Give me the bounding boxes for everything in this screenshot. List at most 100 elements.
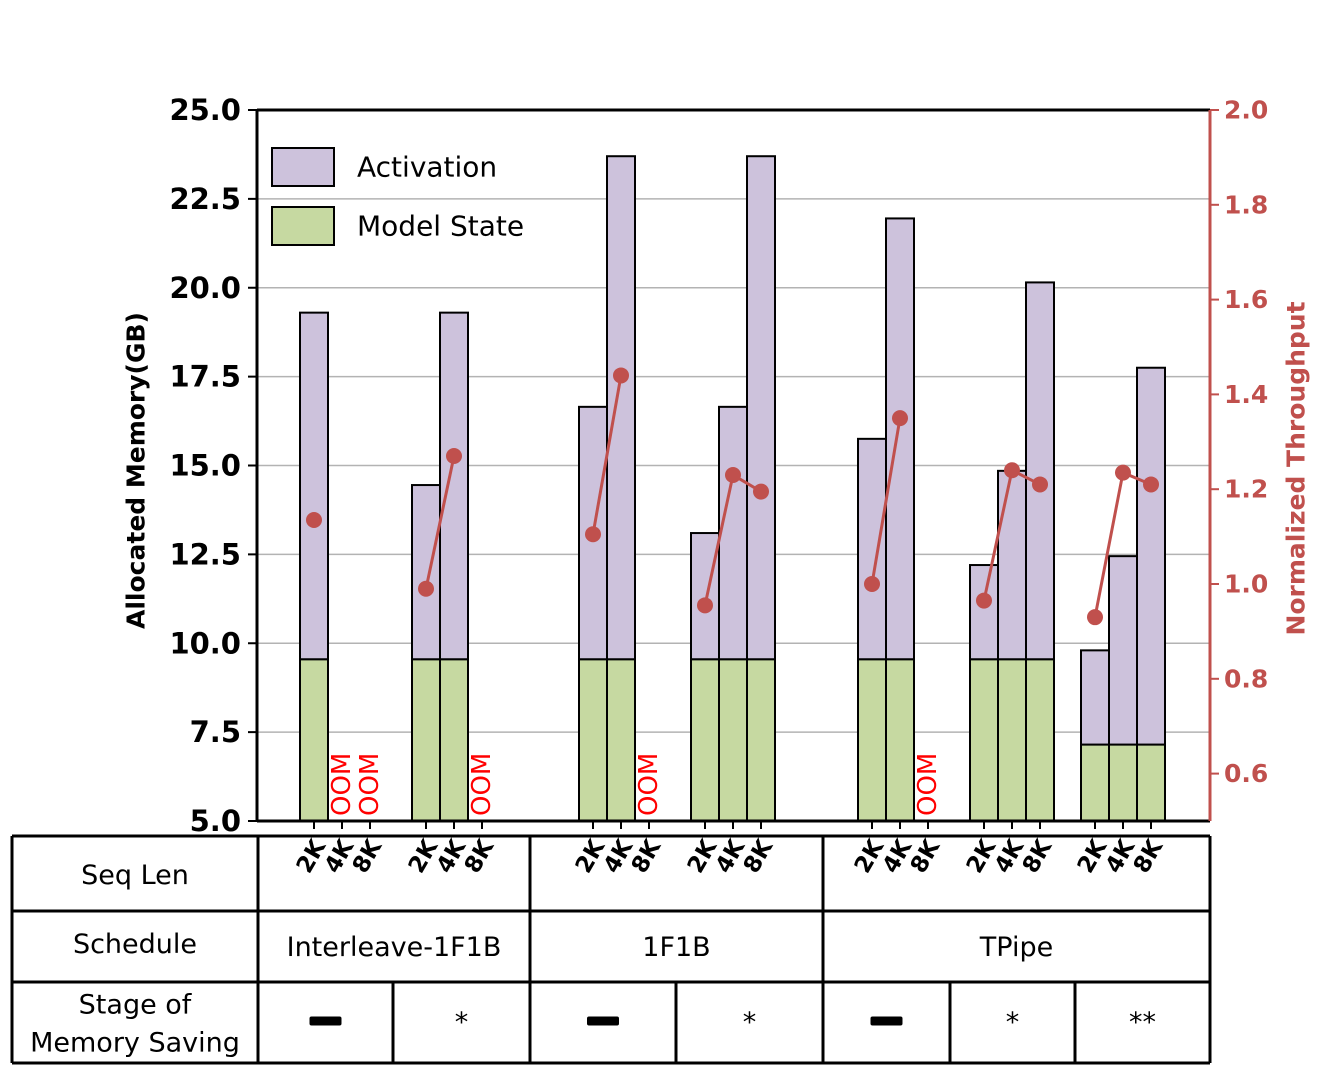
throughput-line — [591, 375, 623, 535]
activation-bar — [1136, 366, 1166, 746]
left-tick-label: 7.5 — [190, 715, 241, 749]
throughput-line — [870, 417, 902, 585]
throughput-line — [424, 455, 456, 590]
left-tick-label: 22.5 — [169, 182, 241, 216]
model-state-bar — [299, 658, 329, 822]
left-tick-label: 5.0 — [190, 804, 241, 838]
seq-len-label: 8K — [348, 834, 388, 877]
model-state-bar — [885, 658, 915, 822]
stage-label: ** — [1129, 1007, 1156, 1038]
right-tick-label: 0.6 — [1224, 759, 1268, 788]
left-tick-label: 12.5 — [169, 537, 241, 571]
activation-bar — [746, 155, 776, 661]
throughput-point — [1115, 464, 1131, 481]
throughput-point — [1143, 476, 1159, 493]
left-tick-label: 20.0 — [169, 271, 241, 305]
model-state-bar — [439, 658, 469, 822]
model-state-bar — [718, 658, 748, 822]
model-state-bar — [1080, 743, 1110, 823]
activation-bar — [606, 155, 636, 661]
throughput-point — [585, 526, 601, 543]
right-tick-label: 1.2 — [1224, 475, 1268, 504]
throughput-point — [753, 483, 769, 500]
right-tick-label: 1.8 — [1224, 190, 1268, 219]
stage-dash — [309, 1016, 342, 1026]
activation-bar — [718, 405, 748, 661]
seq-len-label: 8K — [1018, 834, 1058, 877]
oom-label: OOM — [327, 753, 357, 816]
oom-label: OOM — [355, 753, 385, 816]
activation-bar — [690, 532, 720, 661]
model-state-bar — [1108, 743, 1138, 823]
throughput-point — [418, 580, 434, 597]
legend: Activation Model State — [271, 147, 524, 246]
model-state-bar — [969, 658, 999, 822]
left-tick-label: 17.5 — [169, 360, 241, 394]
row-label-schedule: Schedule — [73, 929, 197, 960]
throughput-point — [892, 410, 908, 427]
left-tick-label: 15.0 — [169, 449, 241, 483]
throughput-point — [725, 466, 741, 483]
activation-bar — [969, 564, 999, 661]
legend-label: Model State — [357, 210, 524, 243]
model-state-bar — [746, 658, 776, 822]
throughput-point — [306, 512, 322, 529]
throughput-point — [1004, 462, 1020, 479]
schedule-label: 1F1B — [642, 932, 710, 963]
seq-len-label: 8K — [1129, 834, 1169, 877]
stage-label: * — [455, 1007, 469, 1038]
right-axis-title: Normalized Throughput — [1282, 301, 1311, 635]
throughput-point — [613, 367, 629, 384]
right-tick-label: 1.0 — [1224, 570, 1268, 599]
seq-len-label: 8K — [739, 834, 779, 877]
seq-len-label: 8K — [627, 834, 667, 877]
model-state-bar — [1025, 658, 1055, 822]
left-tick-label: 10.0 — [169, 626, 241, 660]
oom-label: OOM — [467, 753, 497, 816]
throughput-point — [1032, 476, 1048, 493]
oom-label: OOM — [913, 753, 943, 816]
schedule-label: Interleave-1F1B — [287, 932, 502, 963]
throughput-point — [976, 592, 992, 609]
seq-len-label: 8K — [906, 834, 946, 877]
row-label-seq-len: Seq Len — [81, 860, 189, 891]
activation-bar — [1108, 555, 1138, 746]
activation-bar — [439, 311, 469, 661]
schedule-label: TPipe — [979, 932, 1053, 963]
throughput-point — [864, 576, 880, 592]
model-state-bar — [578, 658, 608, 822]
seq-len-label: 8K — [460, 834, 500, 877]
throughput-point — [697, 597, 713, 614]
activation-bar — [299, 311, 329, 661]
stage-label: * — [1006, 1007, 1020, 1038]
legend-swatch — [271, 206, 335, 246]
right-tick-label: 1.4 — [1224, 380, 1268, 409]
legend-label: Activation — [357, 151, 497, 184]
throughput-point — [1087, 609, 1103, 626]
model-state-bar — [411, 658, 441, 822]
throughput-lines — [306, 367, 1159, 626]
left-tick-label: 25.0 — [169, 93, 241, 127]
row-label-stage-line1: Stage of — [79, 990, 193, 1021]
model-state-bar — [997, 658, 1027, 822]
legend-swatch — [271, 147, 335, 187]
right-tick-label: 0.8 — [1224, 664, 1268, 693]
activation-bar — [1025, 281, 1055, 661]
model-state-bar — [857, 658, 887, 822]
row-label-stage-line2: Memory Saving — [30, 1028, 240, 1059]
model-state-bar — [690, 658, 720, 822]
right-tick-label: 2.0 — [1224, 96, 1268, 125]
activation-bar — [885, 217, 915, 661]
throughput-point — [446, 448, 462, 465]
oom-label: OOM — [634, 753, 664, 816]
activation-bar — [1080, 649, 1110, 746]
stage-label: * — [743, 1007, 757, 1038]
model-state-bar — [1136, 743, 1166, 823]
stage-dash — [587, 1016, 619, 1026]
activation-bar — [857, 437, 887, 661]
model-state-bar — [606, 658, 636, 822]
axes: 5.0 7.5 10.0 12.5 15.0 17.5 20.0 22.5 25.0 0.6 0.8… — [122, 93, 1311, 838]
